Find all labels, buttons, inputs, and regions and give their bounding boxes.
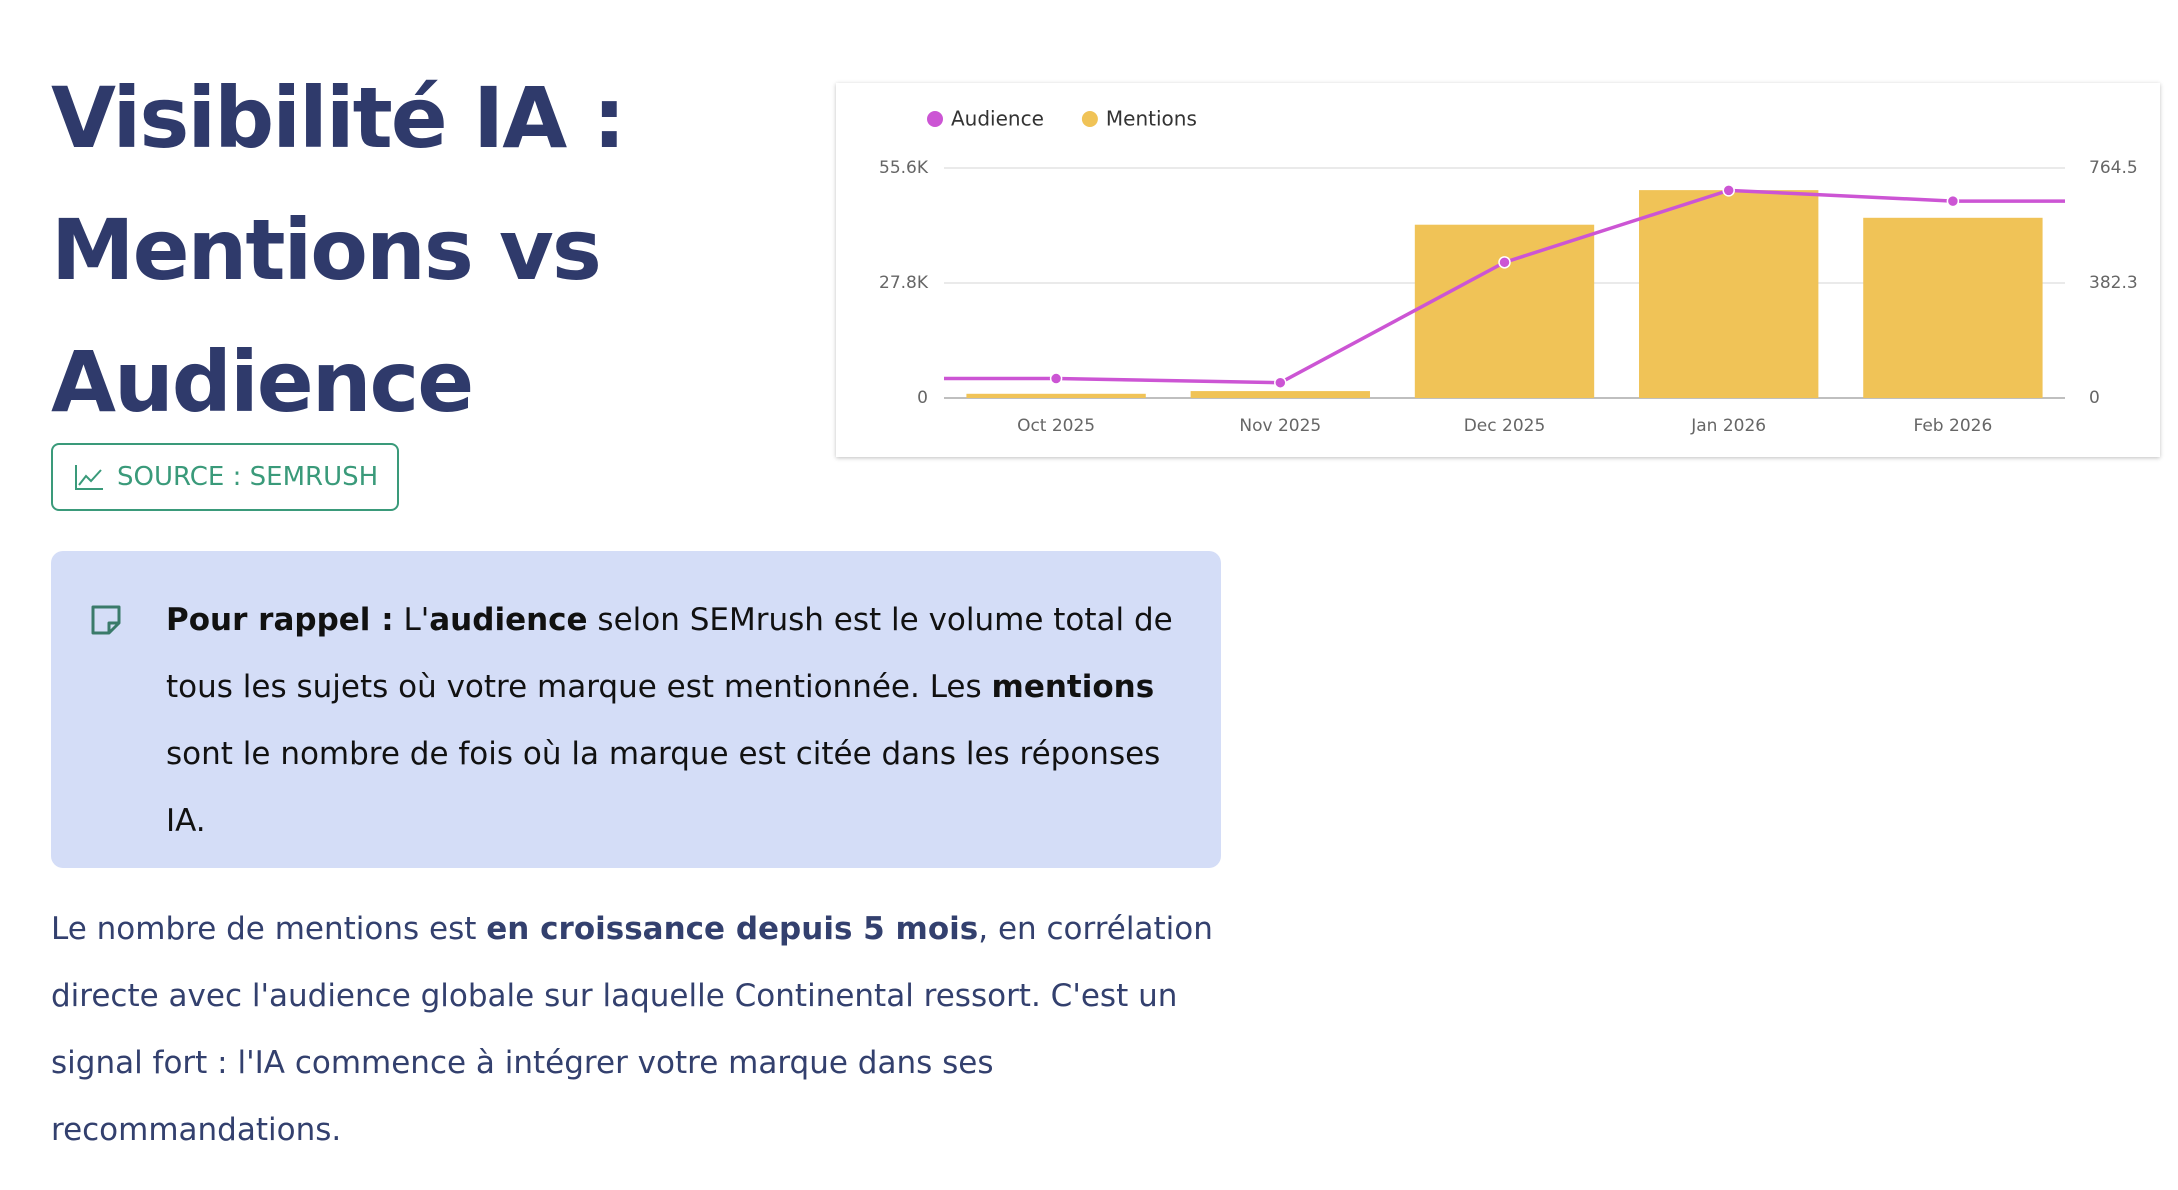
legend-label: Audience	[951, 107, 1044, 131]
x-tick-label: Nov 2025	[1239, 416, 1321, 436]
point	[1498, 256, 1511, 269]
y2-tick-label: 0	[2089, 388, 2100, 408]
bar	[1863, 217, 2043, 398]
text: , en corrélation directe avec l'audience…	[51, 911, 1223, 1148]
bold-text: Pour rappel :	[166, 602, 394, 638]
x-tick-label: Oct 2025	[1017, 416, 1095, 436]
title-line: Visibilité IA :	[51, 69, 626, 167]
note-icon	[91, 605, 121, 635]
title-line: Audience	[51, 333, 474, 431]
bold-text: audience	[429, 602, 588, 638]
bar	[1190, 391, 1370, 398]
y-tick-label: 27.8K	[879, 273, 929, 293]
chart-icon	[75, 465, 103, 490]
bar	[966, 393, 1146, 398]
y2-tick-label: 764.5	[2089, 158, 2138, 178]
note-text: Pour rappel : L'audience selon SEMrush e…	[166, 587, 1181, 855]
legend-dot	[927, 111, 943, 127]
point	[1274, 376, 1287, 389]
y2-tick-label: 382.3	[2089, 273, 2138, 293]
text: sont le nombre de fois où la marque est …	[166, 669, 1171, 839]
paragraph: Le nombre de mentions est en croissance …	[51, 896, 1231, 1164]
x-tick-label: Dec 2025	[1464, 416, 1546, 436]
y-tick-label: 55.6K	[879, 158, 929, 178]
y-tick-label: 0	[917, 388, 928, 408]
source-text: SOURCE : SEMRUSH	[117, 462, 379, 492]
point	[1946, 194, 1960, 208]
bold-text: en croissance depuis 5 mois	[486, 911, 979, 947]
x-tick-label: Feb 2026	[1914, 416, 1993, 436]
note-box: Pour rappel : L'audience selon SEMrush e…	[51, 551, 1221, 868]
chart: 0 27.8K 55.6K 0 382.3 764.5 Audience Mentions Oc…	[879, 107, 2138, 437]
legend-label: Mentions	[1106, 107, 1197, 131]
legend-dot	[1081, 111, 1098, 127]
point	[1049, 372, 1063, 385]
text: selon SEMrush est le volume total de tou…	[166, 602, 1183, 705]
text: L'	[393, 602, 430, 638]
title: Visibilité IA : Mentions vs Audience	[51, 52, 626, 448]
chart-card: 0 27.8K 55.6K 0 382.3 764.5 Audience Mentions Oc…	[836, 83, 2160, 457]
title-line: Mentions vs	[51, 201, 602, 299]
source-badge: SOURCE : SEMRUSH	[51, 443, 399, 511]
point	[1722, 184, 1735, 197]
bar	[1639, 190, 1819, 398]
x-tick-label: Jan 2026	[1690, 416, 1766, 436]
bold-text: mentions	[991, 669, 1155, 705]
bar	[1414, 224, 1595, 398]
text: Le nombre de mentions est	[51, 911, 487, 947]
